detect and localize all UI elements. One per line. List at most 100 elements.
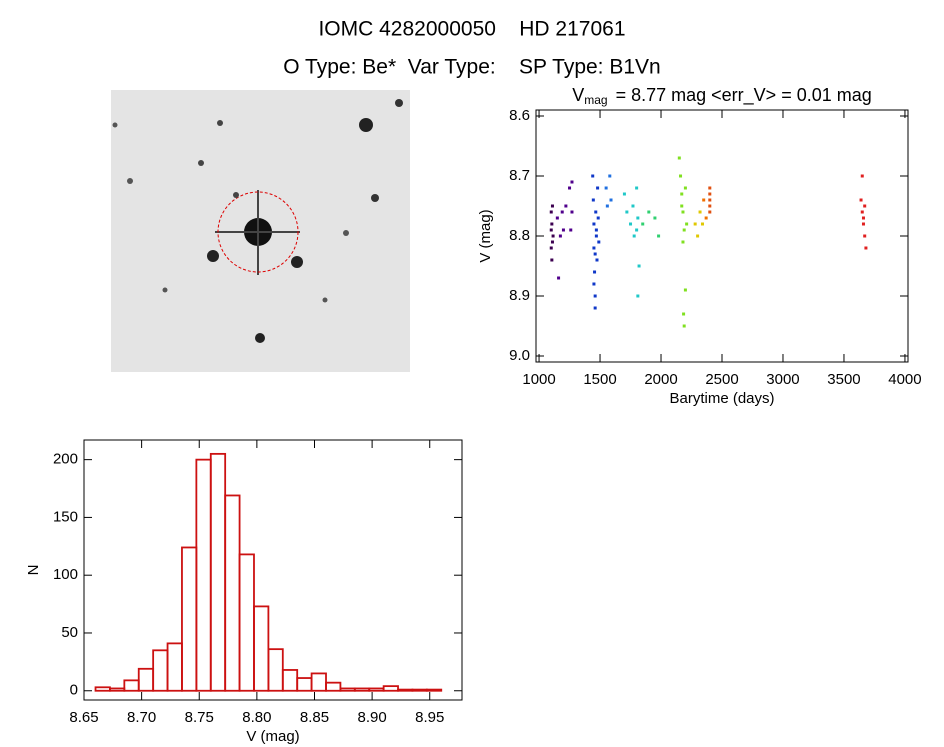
- x-tick-label: 8.70: [127, 709, 156, 726]
- data-point: [681, 210, 685, 214]
- x-tick-label: 8.65: [69, 709, 98, 726]
- title-main: V: [572, 85, 584, 105]
- histogram-bar: [109, 687, 126, 692]
- data-point: [681, 240, 685, 244]
- data-point: [864, 246, 868, 250]
- x-tick-label: 3000: [766, 371, 799, 388]
- header-line2: O Type: Be* Var Type: SP Type: B1Vn: [283, 56, 660, 79]
- data-point: [859, 198, 863, 202]
- data-point: [549, 228, 553, 232]
- histogram-bar: [195, 458, 212, 692]
- plot-frame: [83, 439, 463, 701]
- histogram-bar: [123, 679, 140, 692]
- data-point: [708, 198, 712, 202]
- data-point: [550, 222, 554, 226]
- histogram-bar: [181, 546, 198, 692]
- data-point: [594, 228, 598, 232]
- data-point: [622, 192, 626, 196]
- plot-frame: [535, 109, 909, 363]
- data-point: [861, 216, 865, 220]
- data-point: [698, 210, 702, 214]
- y-tick-label: 9.0: [509, 347, 530, 364]
- data-point: [592, 222, 596, 226]
- histogram-bar: [253, 605, 270, 692]
- data-point: [693, 222, 697, 226]
- data-point: [683, 288, 687, 292]
- data-point: [594, 234, 598, 238]
- data-point: [860, 210, 864, 214]
- x-tick-label: 4000: [888, 371, 921, 388]
- data-point: [702, 198, 706, 202]
- data-point: [608, 174, 612, 178]
- data-point: [861, 222, 865, 226]
- data-point: [549, 210, 553, 214]
- data-point: [682, 228, 686, 232]
- data-point: [593, 270, 597, 274]
- data-point: [637, 264, 641, 268]
- data-point: [708, 192, 712, 196]
- y-tick-label: 150: [53, 508, 78, 525]
- data-point: [605, 204, 609, 208]
- data-point: [696, 234, 700, 238]
- data-point: [683, 186, 687, 190]
- histogram-bar: [166, 642, 183, 692]
- histogram-bar: [137, 667, 155, 692]
- data-point: [568, 186, 572, 190]
- data-point: [647, 210, 651, 214]
- y-tick-label: 50: [61, 624, 78, 641]
- y-tick-label: 200: [53, 451, 78, 468]
- data-point: [596, 216, 600, 220]
- x-tick-label: 2500: [705, 371, 738, 388]
- y-tick-label: 100: [53, 566, 78, 583]
- histogram-bar: [368, 687, 385, 692]
- histogram-bar: [238, 553, 255, 692]
- star-field-image: [111, 90, 410, 372]
- y-tick-label: 8.9: [509, 287, 530, 304]
- data-point: [604, 186, 608, 190]
- data-point: [685, 222, 689, 226]
- data-point: [680, 192, 684, 196]
- data-point: [596, 186, 600, 190]
- data-point: [680, 204, 684, 208]
- data-point: [594, 210, 598, 214]
- data-point: [569, 228, 573, 232]
- histogram-bar: [296, 677, 313, 692]
- y-tick-label: 8.8: [509, 227, 530, 244]
- x-axis-label: V (mag): [246, 728, 299, 745]
- data-point: [708, 186, 712, 190]
- data-point: [641, 222, 645, 226]
- histogram-bar: [353, 687, 371, 692]
- data-point: [704, 216, 708, 220]
- title-subscript: mag: [584, 93, 607, 107]
- data-point: [550, 204, 554, 208]
- x-tick-label: 1000: [522, 371, 555, 388]
- x-tick-label: 8.90: [358, 709, 387, 726]
- data-point: [549, 246, 553, 250]
- data-point: [570, 180, 574, 184]
- data-point: [635, 186, 639, 190]
- data-point: [595, 258, 599, 262]
- histogram-bar: [397, 688, 414, 692]
- data-point: [609, 198, 613, 202]
- data-point: [597, 240, 601, 244]
- data-point: [708, 210, 712, 214]
- histogram-bar: [411, 688, 428, 692]
- data-point: [555, 216, 559, 220]
- histogram-bar: [382, 685, 399, 692]
- data-point: [560, 210, 564, 214]
- x-tick-label: 8.75: [185, 709, 214, 726]
- data-point: [551, 234, 555, 238]
- data-point: [592, 282, 596, 286]
- header-line1: IOMC 4282000050 HD 217061: [318, 18, 625, 41]
- histogram-bar: [339, 687, 356, 692]
- y-axis-label: N: [25, 565, 42, 576]
- x-tick-label: 2000: [644, 371, 677, 388]
- title-suffix: = 8.77 mag <err_V> = 0.01 mag: [616, 85, 872, 106]
- data-point: [632, 234, 636, 238]
- histogram-bar: [281, 669, 299, 692]
- data-point: [679, 174, 683, 178]
- x-tick-label: 8.95: [415, 709, 444, 726]
- x-tick-label: 8.85: [300, 709, 329, 726]
- x-tick-label: 3500: [827, 371, 860, 388]
